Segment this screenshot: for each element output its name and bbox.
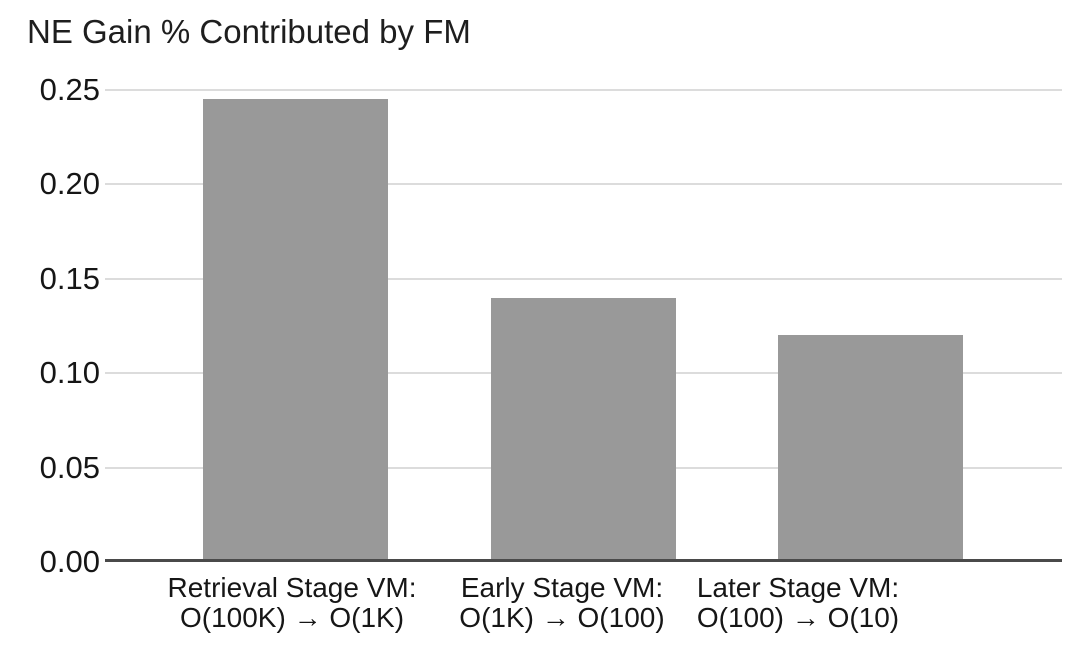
bar (202, 99, 388, 562)
bar (490, 297, 676, 562)
y-tick-label: 0.15 (39, 260, 100, 296)
x-axis-label: Later Stage VM: O(100) → O(10) (618, 572, 978, 634)
x-axis-label-line1: Retrieval Stage VM: (167, 572, 417, 603)
y-tick-label: 0.10 (39, 355, 100, 391)
y-tick-label: 0.05 (39, 449, 100, 485)
bar (777, 335, 963, 562)
x-axis-line (105, 559, 1062, 562)
gridline (105, 277, 1062, 280)
x-axis-label: Retrieval Stage VM: O(100K) → O(1K) (112, 572, 472, 634)
x-axis-label: Early Stage VM: O(1K) → O(100) (382, 572, 742, 634)
chart-title: NE Gain % Contributed by FM (27, 13, 471, 50)
y-tick-label: 0.20 (39, 166, 100, 202)
x-axis-label-line2: O(100K) → O(1K) (179, 602, 405, 634)
x-axis-label-line2: O(1K) → O(100) (459, 602, 665, 634)
y-tick-label: 0.25 (39, 72, 100, 107)
x-axis-label-line2: O(100) → O(10) (696, 602, 900, 634)
x-axis-label-line1: Early Stage VM: (460, 572, 664, 603)
gridline (105, 183, 1062, 186)
gridline (105, 89, 1062, 91)
y-tick-label: 0.00 (39, 544, 100, 579)
x-axis-label-line1: Later Stage VM: (696, 572, 900, 603)
